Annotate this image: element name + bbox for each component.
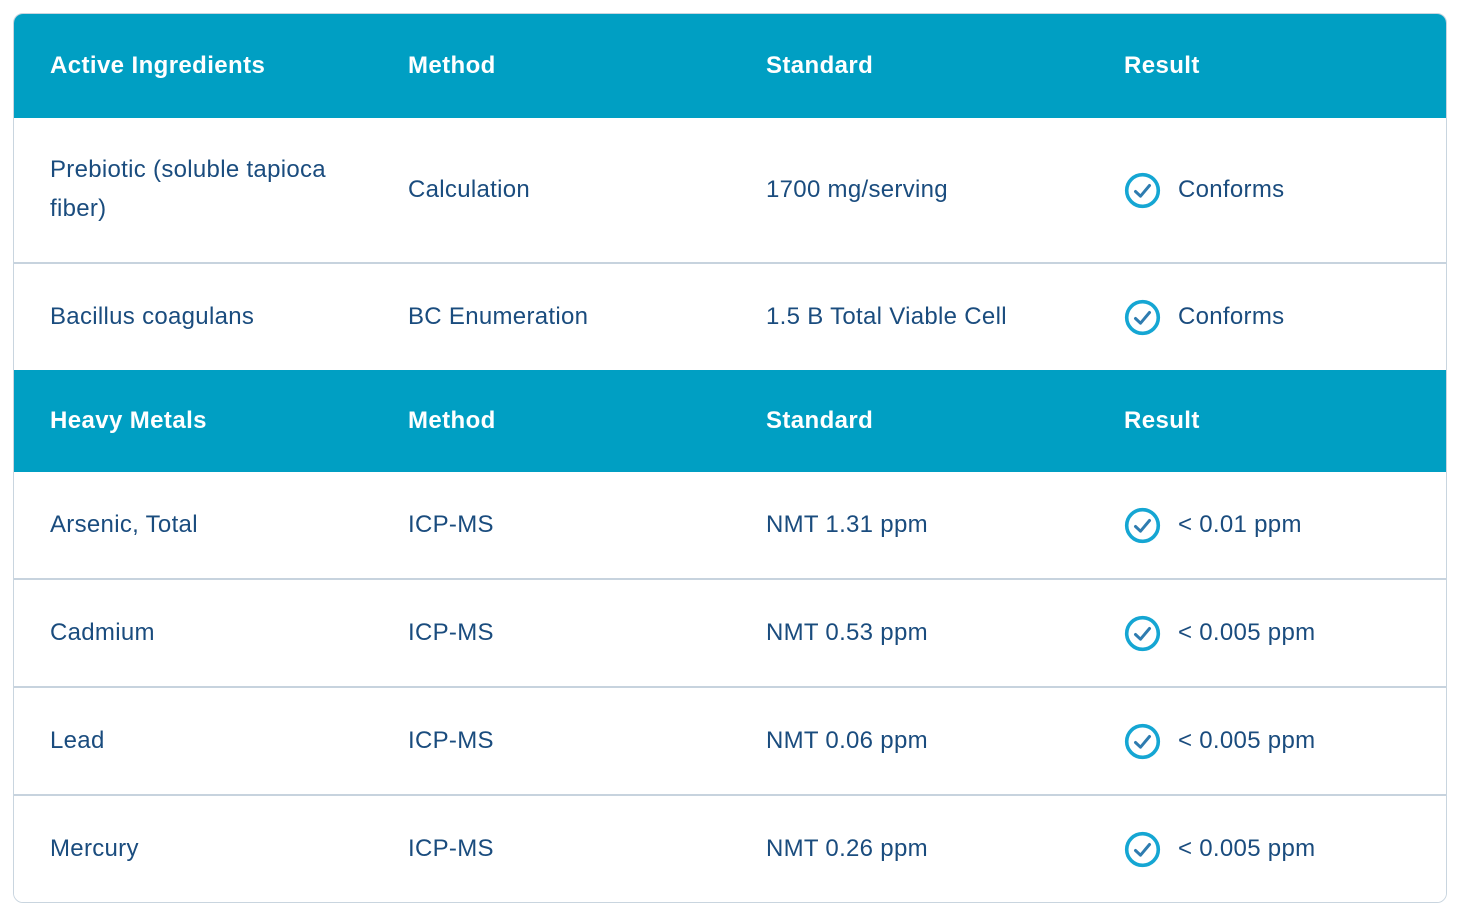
check-circle-icon [1124,831,1161,867]
check-circle-icon [1124,172,1161,208]
column-header-result: Result [1124,51,1200,79]
method-cell: ICP-MS [408,834,494,862]
table-row-mercury: Mercury ICP-MS NMT 0.26 ppm < 0.005 ppm [14,794,1446,902]
column-header-standard: Standard [766,51,874,79]
lab-results-table: Active Ingredients Method Standard Resul… [13,13,1447,903]
standard-cell: NMT 0.26 ppm [766,834,928,862]
column-header-result: Result [1124,406,1200,434]
result-cell: < 0.005 ppm [1088,830,1446,869]
result-cell: Conforms [1088,298,1446,337]
result-value: < 0.005 ppm [1178,726,1316,754]
table-row-lead: Lead ICP-MS NMT 0.06 ppm < 0.005 ppm [14,686,1446,794]
metal-name-cell: Mercury [50,834,139,862]
method-cell: BC Enumeration [408,302,589,330]
result-cell: < 0.005 ppm [1088,722,1446,761]
method-cell: ICP-MS [408,726,494,754]
metal-name-cell: Arsenic, Total [50,510,198,538]
check-circle-icon [1124,615,1161,651]
standard-cell: NMT 0.06 ppm [766,726,928,754]
column-header-active-ingredients: Active Ingredients [50,51,266,79]
table-row-bacillus-coagulans: Bacillus coagulans BC Enumeration 1.5 B … [14,262,1446,370]
result-cell: < 0.005 ppm [1088,614,1446,653]
section-header-active-ingredients: Active Ingredients Method Standard Resul… [14,14,1446,118]
result-value: < 0.005 ppm [1178,618,1316,646]
table-row-cadmium: Cadmium ICP-MS NMT 0.53 ppm < 0.005 ppm [14,578,1446,686]
metal-name-cell: Cadmium [50,618,155,646]
column-header-method: Method [408,51,496,79]
table-row-prebiotic: Prebiotic (soluble tapioca fiber) Calcul… [14,118,1446,262]
method-cell: ICP-MS [408,510,494,538]
result-value: Conforms [1178,175,1285,203]
result-value: < 0.005 ppm [1178,834,1316,862]
method-cell: ICP-MS [408,618,494,646]
standard-cell: 1700 mg/serving [766,175,948,203]
ingredient-name-cell: Prebiotic (soluble tapioca fiber) [50,156,326,222]
metal-name-cell: Lead [50,726,105,754]
standard-cell: NMT 1.31 ppm [766,510,928,538]
column-header-standard: Standard [766,406,874,434]
result-cell: < 0.01 ppm [1088,506,1446,545]
result-value: < 0.01 ppm [1178,510,1302,538]
check-circle-icon [1124,723,1161,759]
section-header-heavy-metals: Heavy Metals Method Standard Result [14,370,1446,472]
column-header-heavy-metals: Heavy Metals [50,406,207,434]
check-circle-icon [1124,507,1161,543]
result-cell: Conforms [1088,171,1446,210]
method-cell: Calculation [408,175,531,203]
table-row-arsenic: Arsenic, Total ICP-MS NMT 1.31 ppm < 0.0… [14,472,1446,578]
column-header-method: Method [408,406,496,434]
result-value: Conforms [1178,302,1285,330]
standard-cell: 1.5 B Total Viable Cell [766,302,1007,330]
standard-cell: NMT 0.53 ppm [766,618,928,646]
ingredient-name-cell: Bacillus coagulans [50,302,255,330]
check-circle-icon [1124,299,1161,335]
